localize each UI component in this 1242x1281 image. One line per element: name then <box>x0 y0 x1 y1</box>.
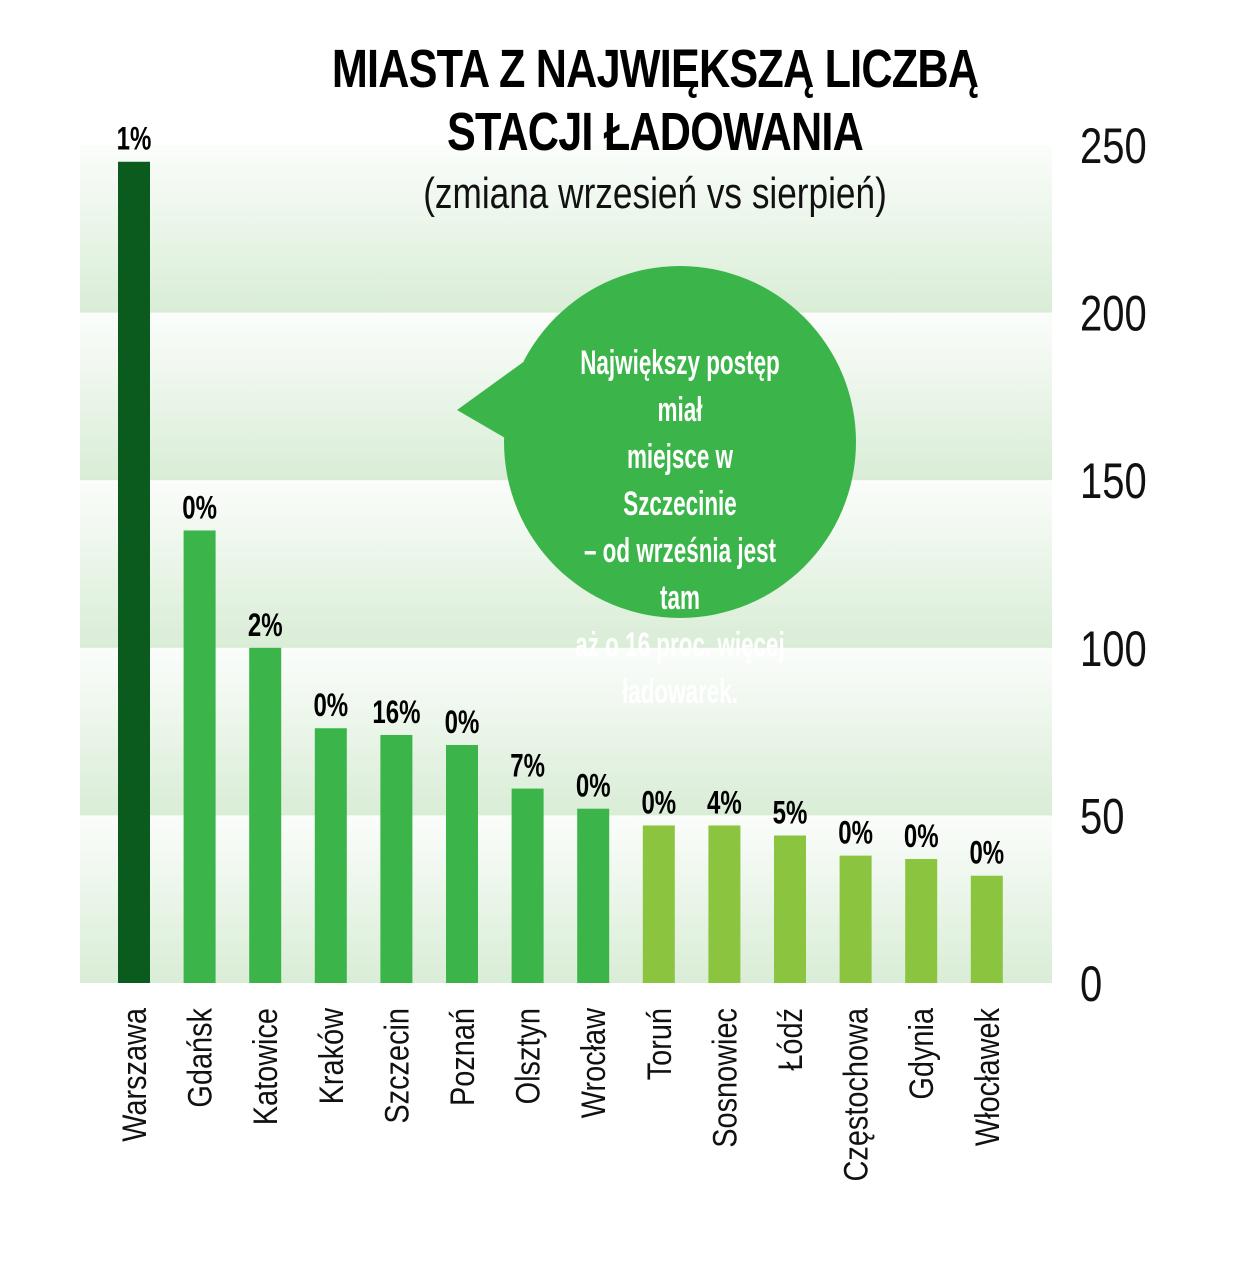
x-tick-label: Łódź <box>771 1008 810 1071</box>
annotation-line: – od września jest tam <box>583 532 777 617</box>
bar <box>708 825 741 983</box>
annotation-line: aż o 16 proc. więcej <box>575 626 785 664</box>
data-label: 2% <box>248 606 283 642</box>
bar <box>642 825 675 983</box>
grid-band <box>80 145 1052 313</box>
x-tick-label: Katowice <box>246 1008 285 1125</box>
y-tick-label: 50 <box>1080 788 1124 844</box>
data-label: 1% <box>117 120 152 156</box>
bar <box>577 808 610 983</box>
y-tick-label: 100 <box>1080 621 1147 677</box>
x-tick-label: Warszawa <box>115 1008 154 1142</box>
chart-subtitle: (zmiana wrzesień vs sierpień) <box>423 169 887 218</box>
bar <box>118 161 150 983</box>
chart-title-line-2: STACJI ŁADOWANIA <box>447 102 864 162</box>
chart-title-line-1: MIASTA Z NAJWIĘKSZĄ LICZBĄ <box>331 39 979 99</box>
data-label: 0% <box>445 704 480 740</box>
x-tick-label: Włocławek <box>968 1008 1007 1146</box>
data-label: 5% <box>773 794 808 830</box>
x-tick-label: Sosnowiec <box>705 1008 744 1148</box>
grid-band <box>80 815 1052 983</box>
annotation-line: ładowarek. <box>622 673 738 711</box>
bar <box>446 745 478 983</box>
y-tick-label: 200 <box>1080 285 1147 341</box>
y-tick-label: 250 <box>1080 118 1147 174</box>
x-tick-label: Olsztyn <box>508 1008 547 1104</box>
x-tick-label: Gdynia <box>902 1008 941 1100</box>
data-label: 0% <box>313 687 348 723</box>
annotation-text: Największy postęp miał miejsce w Szczeci… <box>574 340 785 716</box>
bar <box>314 728 347 983</box>
annotation-line: Największy postęp miał <box>580 344 780 429</box>
y-tick-label: 0 <box>1080 956 1102 1012</box>
x-tick-label: Gdańsk <box>180 1008 219 1108</box>
data-label: 0% <box>838 814 873 850</box>
bar <box>839 855 872 983</box>
data-label: 0% <box>576 767 611 803</box>
data-label: 0% <box>969 834 1004 870</box>
bar <box>970 875 1003 983</box>
bar <box>774 835 806 983</box>
annotation-bubble <box>504 266 856 618</box>
data-label: 0% <box>182 489 217 525</box>
data-label: 16% <box>372 694 420 730</box>
bar <box>905 858 938 983</box>
x-tick-label: Częstochowa <box>836 1008 875 1182</box>
annotation-line: miejsce w Szczecinie <box>623 438 737 523</box>
y-tick-label: 150 <box>1080 453 1147 509</box>
x-tick-label: Kraków <box>312 1008 351 1105</box>
bar <box>380 734 413 983</box>
data-label: 7% <box>510 747 545 783</box>
grid-band <box>80 647 1052 816</box>
x-tick-label: Toruń <box>640 1008 679 1080</box>
x-tick-label: Poznań <box>443 1008 482 1106</box>
x-tick-label: Szczecin <box>377 1008 416 1124</box>
bar <box>249 647 282 983</box>
data-label: 0% <box>641 784 676 820</box>
x-tick-label: Wrocław <box>574 1008 613 1118</box>
bar <box>183 530 216 983</box>
bar <box>511 788 544 983</box>
data-label: 4% <box>707 784 742 820</box>
data-label: 0% <box>904 818 939 854</box>
